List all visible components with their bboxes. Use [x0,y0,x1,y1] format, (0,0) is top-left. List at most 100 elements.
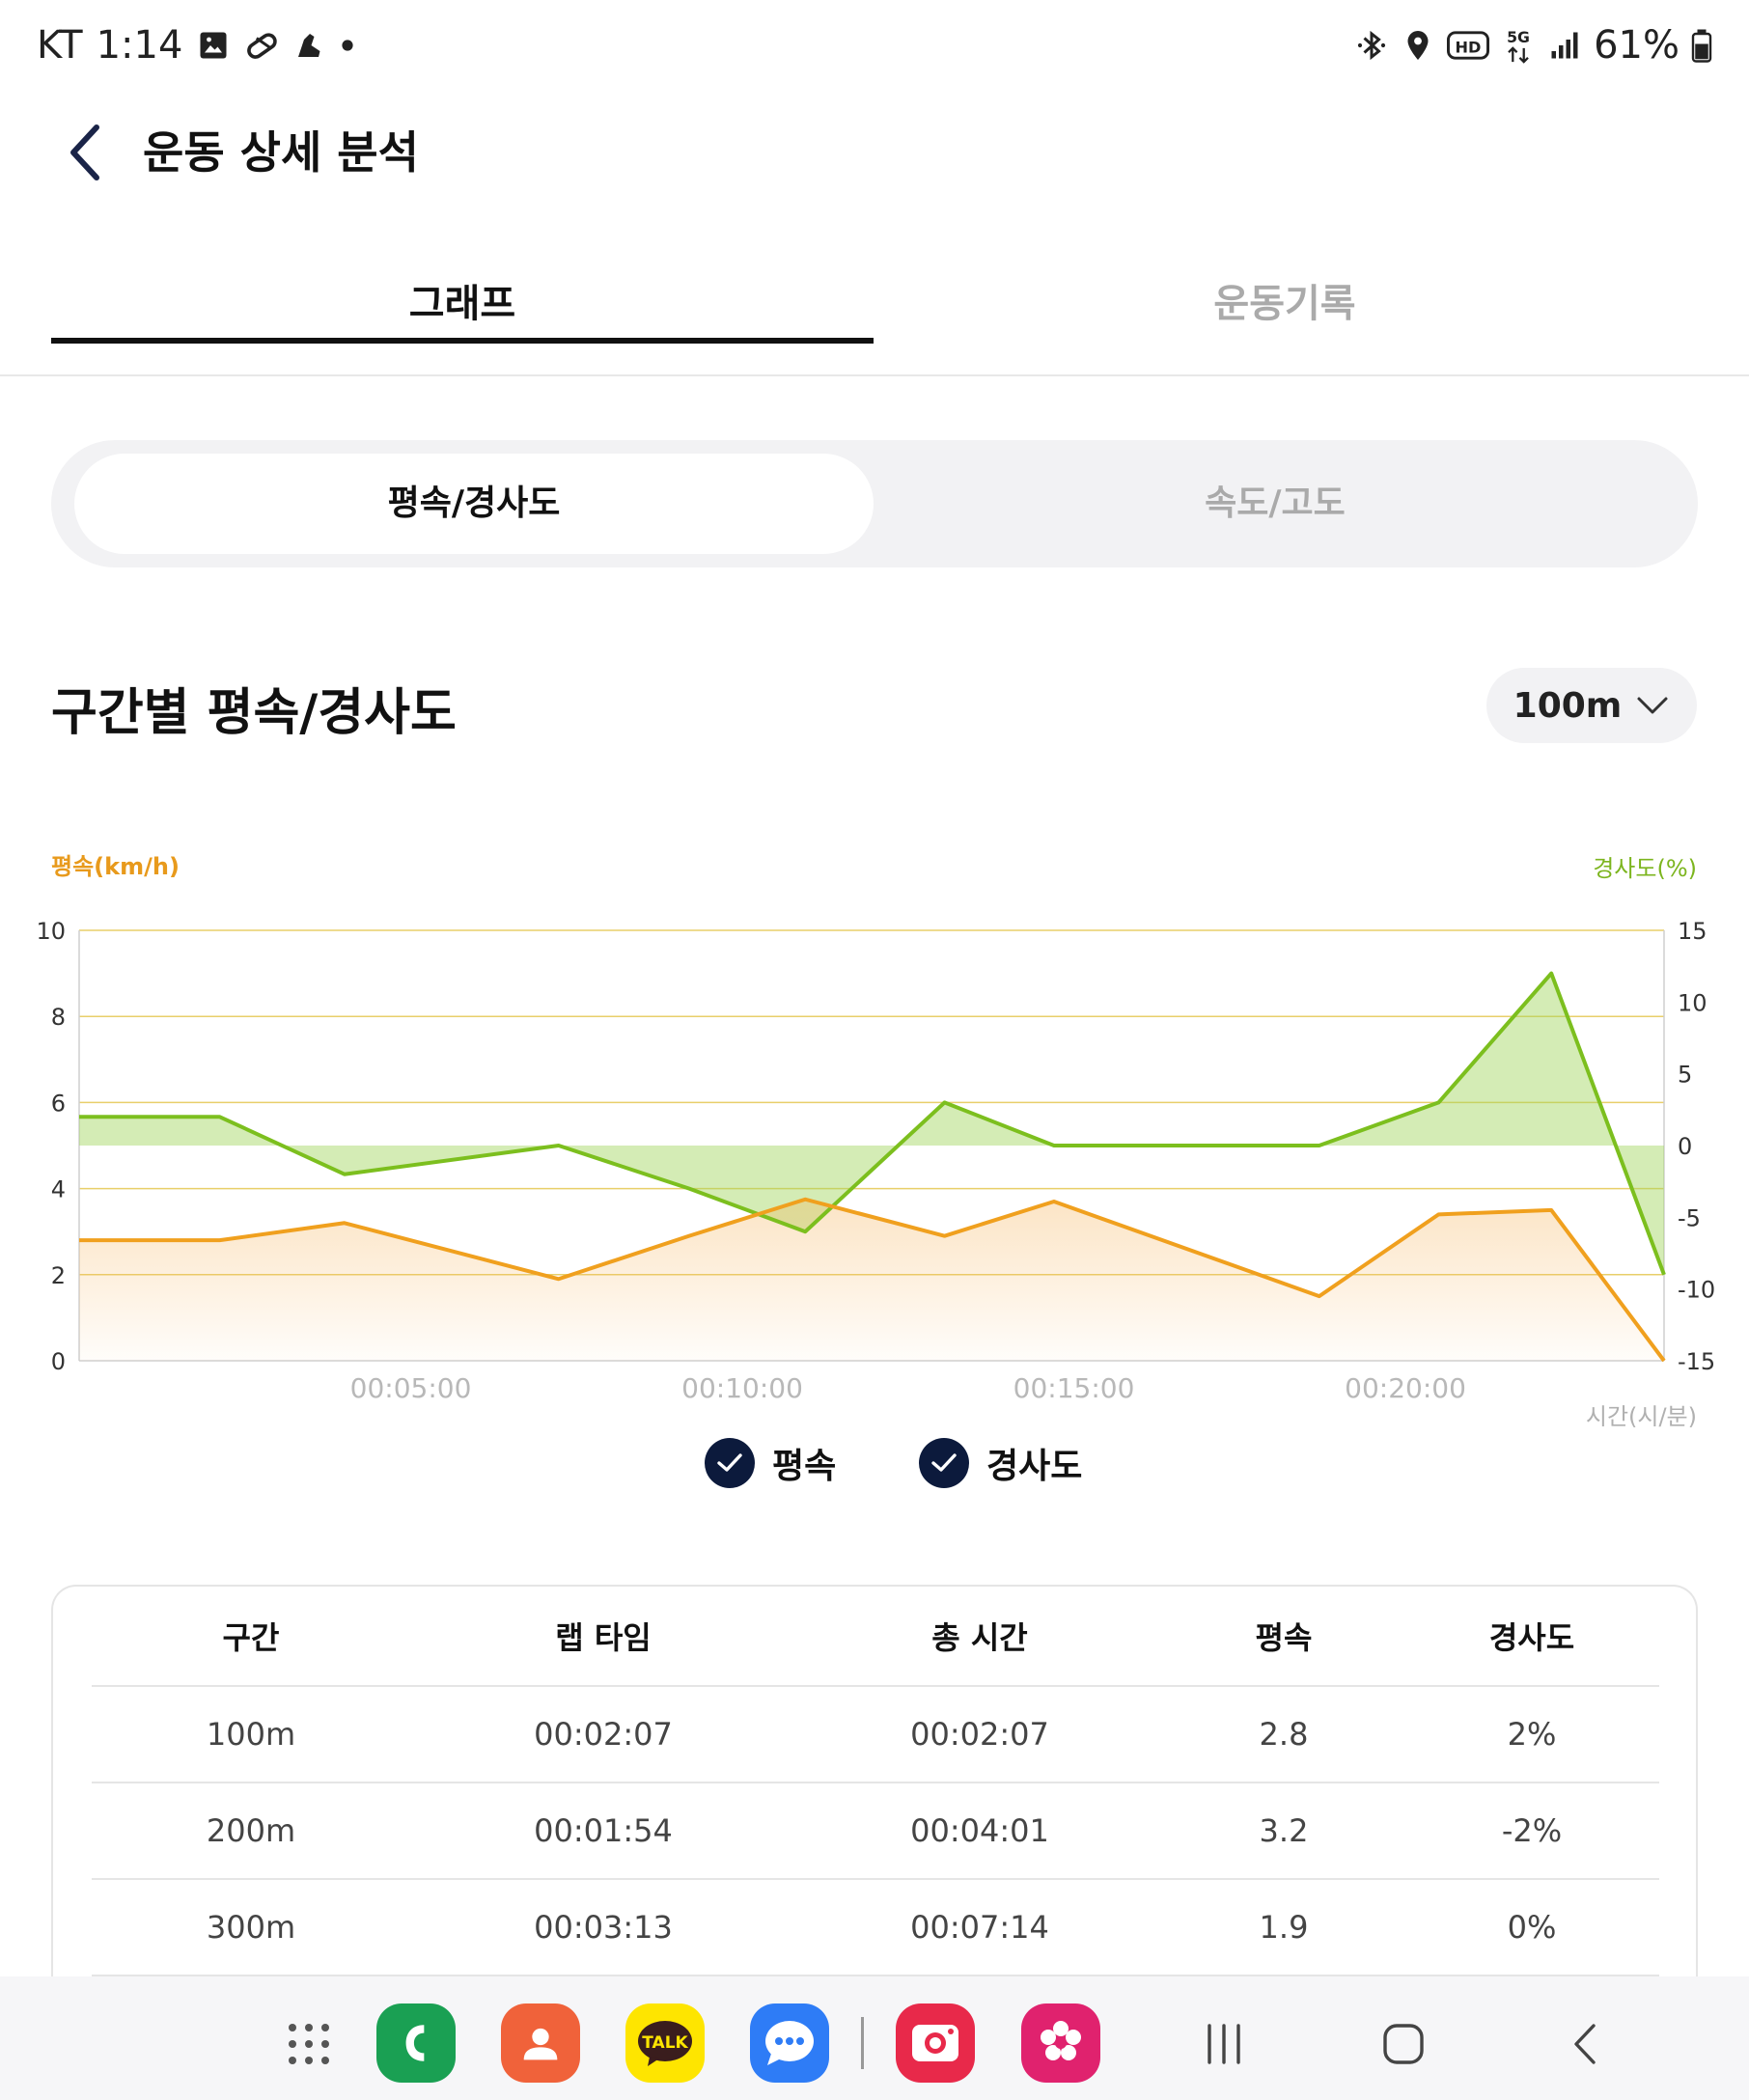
x-tick-label: 00:15:00 [1013,1372,1135,1404]
location-icon [1407,31,1429,60]
app-header: 운동 상세 분석 [0,97,1749,212]
home-icon [1383,2024,1424,2064]
speed-area [79,1199,1664,1361]
page-title: 운동 상세 분석 [143,126,419,179]
cell-slope: 2% [1507,1716,1557,1753]
table-header: 구간 랩 타임 총 시간 평속 경사도 [92,1587,1659,1687]
interval-dropdown[interactable]: 100m [1486,668,1697,743]
header-lap-time: 랩 타임 [555,1619,652,1656]
section-title: 구간별 평속/경사도 [51,684,457,742]
back-icon [1574,2024,1596,2064]
recent-apps-icon [1208,2024,1240,2064]
header-slope: 경사도 [1488,1619,1575,1656]
cell-slope: 0% [1507,1909,1557,1946]
5g-icon: 5G [1507,28,1530,64]
left-tick-label: 4 [51,1176,66,1203]
cell-total-time: 00:07:14 [910,1909,1049,1946]
right-tick-label: 10 [1678,989,1707,1016]
svg-text:5G: 5G [1507,28,1530,46]
cell-segment: 300m [206,1909,296,1946]
cell-lap-time: 00:02:07 [534,1716,673,1753]
table-row: 100m 00:02:07 00:02:07 2.8 2% [92,1687,1659,1783]
kakaotalk-app-icon[interactable]: TALK [625,2003,705,2083]
chevron-left-icon [70,124,99,180]
right-tick-label: -10 [1678,1277,1715,1304]
svg-text:HD: HD [1456,38,1482,56]
cell-slope: -2% [1501,1812,1563,1849]
battery-icon [1691,29,1712,63]
x-axis-label: 시간(시/분) [1586,1403,1697,1430]
clock: 1:14 [96,23,183,68]
status-right: HD 5G 61% [1354,23,1712,68]
shoe-icon [298,34,320,57]
cell-lap-time: 00:03:13 [534,1909,673,1946]
x-tick-label: 00:05:00 [350,1372,472,1404]
cell-pace: 1.9 [1259,1909,1309,1946]
left-tick-label: 2 [51,1262,66,1289]
cell-pace: 3.2 [1259,1812,1309,1849]
header-pace: 평속 [1255,1619,1313,1656]
status-bar: KT 1:14 HD 5G 61% [0,0,1749,97]
left-axis-label: 평속(km/h) [51,853,180,880]
checkbox-checked-icon [919,1438,969,1488]
legend-label-pace: 평속 [772,1447,837,1486]
apps-grid-icon [289,2024,329,2064]
contacts-app-icon[interactable] [501,2003,580,2083]
status-left: KT 1:14 [37,23,354,68]
header-total-time: 총 시간 [931,1619,1028,1656]
header-segment: 구간 [222,1619,280,1656]
legend-label-slope: 경사도 [986,1447,1083,1486]
interval-value: 100m [1513,685,1623,726]
bluetooth-icon [1357,30,1386,61]
segment-speed-altitude[interactable]: 속도/고도 [1205,484,1346,523]
right-tick-label: 15 [1678,918,1707,945]
right-tick-label: -15 [1678,1348,1715,1375]
cell-segment: 100m [206,1716,296,1753]
recent-apps-button[interactable] [1185,2005,1263,2083]
system-back-button[interactable] [1548,2005,1625,2083]
right-tick-label: 5 [1678,1062,1692,1089]
taskbar: TALK [0,1976,1749,2100]
apps-grid-button[interactable] [270,2005,347,2083]
legend-item-slope[interactable]: 경사도 [919,1438,1082,1488]
hd-icon: HD [1447,31,1490,60]
back-button[interactable] [54,114,122,191]
checkbox-checked-icon [705,1438,755,1488]
signal-icon [1551,32,1578,59]
legend-item-pace[interactable]: 평속 [705,1438,836,1488]
segment-pace-slope[interactable]: 평속/경사도 [74,454,874,554]
left-tick-label: 6 [51,1090,66,1117]
phone-app-icon[interactable] [376,2003,456,2083]
right-axis-label: 경사도(%) [1593,855,1697,882]
right-tick-label: 0 [1678,1133,1692,1160]
battery-percent: 61% [1594,23,1680,68]
chevron-down-icon [1637,697,1668,714]
cell-total-time: 00:02:07 [910,1716,1049,1753]
cell-lap-time: 00:01:54 [534,1812,673,1849]
tab-graph[interactable]: 그래프 [408,282,516,326]
messages-app-icon[interactable] [750,2003,829,2083]
screen-recorder-app-icon[interactable] [896,2003,975,2083]
image-icon [200,32,227,59]
x-tick-label: 00:20:00 [1345,1372,1466,1404]
dot-icon [342,40,353,51]
gallery-app-icon[interactable] [1021,2003,1100,2083]
taskbar-divider [861,2017,864,2069]
table-row: 200m 00:01:54 00:04:01 3.2 -2% [92,1783,1659,1880]
tab-records[interactable]: 운동기록 [1213,282,1356,326]
kakaotalk-label: TALK [642,2033,688,2053]
carrier-label: KT [37,23,83,68]
segmented-control: 평속/경사도 속도/고도 [51,440,1698,567]
cell-pace: 2.8 [1259,1716,1309,1753]
home-button[interactable] [1365,2005,1442,2083]
lap-table: 구간 랩 타임 총 시간 평속 경사도 100m 00:02:07 00:02:… [51,1585,1698,2038]
tab-active-indicator [51,338,874,344]
table-row: 300m 00:03:13 00:07:14 1.9 0% [92,1880,1659,1976]
left-tick-label: 8 [51,1004,66,1031]
pill-icon [247,33,278,59]
left-tick-label: 0 [51,1348,66,1375]
left-tick-label: 10 [36,918,66,945]
tab-bar: 그래프 운동기록 [0,232,1749,376]
cell-segment: 200m [206,1812,296,1849]
